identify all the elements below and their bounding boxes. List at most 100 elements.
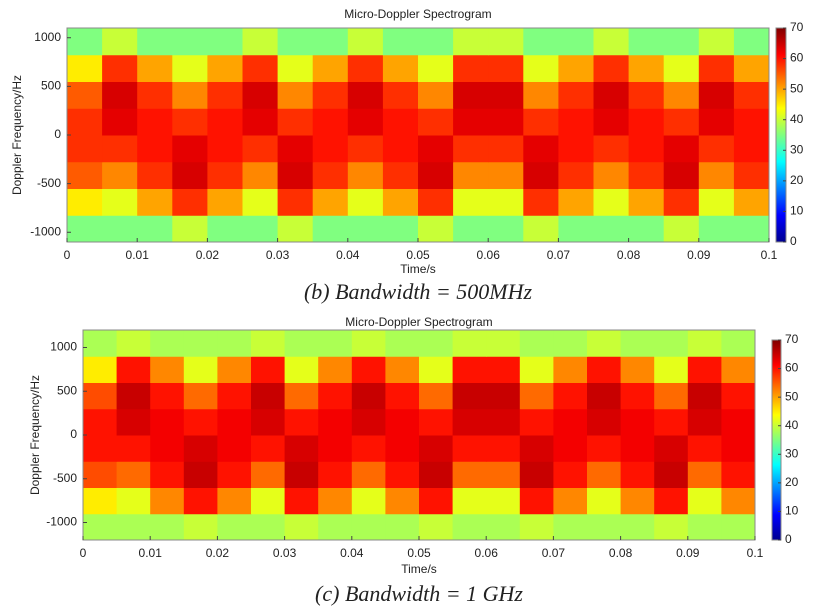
heat-cell (523, 108, 559, 136)
heat-cell (102, 188, 138, 216)
x-tick-label: 0.07 (542, 546, 566, 560)
heat-cell (698, 215, 735, 243)
heat-cell (183, 356, 218, 383)
heat-cell (654, 382, 689, 410)
colorbar-tick-label: 30 (790, 142, 804, 156)
heat-cell (83, 487, 118, 515)
heat-cell (553, 513, 588, 541)
heat-cell (587, 513, 622, 541)
heat-cell (523, 54, 559, 82)
heat-cell (83, 356, 118, 383)
heat-cell (418, 188, 454, 216)
heat-cell (347, 81, 384, 109)
heat-cell (628, 135, 665, 163)
heat-cell (251, 356, 286, 383)
heat-cell (318, 330, 353, 357)
heat-cell (385, 356, 420, 383)
colorbar-tick-label: 70 (785, 332, 799, 346)
heat-cell (486, 408, 521, 436)
heat-cell (242, 81, 279, 109)
heat-cell (418, 81, 454, 109)
y-axis-label: Doppler Frequency/Hz (28, 375, 42, 495)
heat-cell (687, 330, 722, 357)
y-axis-label: Doppler Frequency/Hz (10, 75, 24, 195)
heat-cell (251, 382, 286, 410)
heat-cell (733, 135, 770, 163)
x-tick-label: 0.05 (406, 248, 430, 262)
heat-cell (721, 435, 756, 462)
heat-cell (150, 487, 185, 515)
heat-cell (687, 382, 722, 410)
heat-cell (217, 487, 252, 515)
heat-cell (418, 108, 454, 136)
heat-cell (553, 461, 588, 488)
heat-cell (277, 161, 314, 189)
heat-cell (488, 81, 524, 109)
heat-cell (523, 188, 559, 216)
heat-cell (242, 188, 279, 216)
heat-cell (733, 161, 770, 189)
heat-cell (351, 408, 386, 436)
chart-title: Micro-Doppler Spectrogram (344, 7, 491, 21)
heat-cell (733, 28, 770, 56)
heat-cell (620, 513, 655, 541)
heat-cell (312, 188, 349, 216)
x-axis-label: Time/s (400, 262, 436, 276)
heat-cell (137, 188, 173, 216)
heat-cell (418, 135, 454, 163)
heat-cell (137, 215, 173, 243)
heat-cell (172, 108, 208, 136)
heat-cell (663, 161, 700, 189)
heat-cell (419, 513, 454, 541)
heat-cell (277, 188, 314, 216)
heat-cell (628, 54, 665, 82)
heat-cell (172, 81, 208, 109)
heat-cell (698, 28, 735, 56)
heat-cell (663, 135, 700, 163)
heat-cell (453, 108, 489, 136)
heat-cell (347, 135, 384, 163)
heat-cell (654, 356, 689, 383)
heat-cell (172, 161, 208, 189)
heat-cell (217, 513, 252, 541)
heat-cell (419, 435, 454, 462)
heat-cell (116, 382, 151, 410)
heat-cell (102, 161, 138, 189)
heat-cell (663, 108, 700, 136)
heat-cell (277, 215, 314, 243)
heat-cell (553, 487, 588, 515)
heat-cell (593, 54, 630, 82)
heat-cell (67, 28, 103, 56)
y-tick-label: -500 (53, 471, 77, 485)
heat-cell (488, 135, 524, 163)
heat-cell (486, 487, 521, 515)
heat-cell (418, 54, 454, 82)
heat-cell (116, 408, 151, 436)
x-tick-label: 0.01 (126, 248, 150, 262)
heat-cell (251, 408, 286, 436)
heat-cell (587, 330, 622, 357)
heat-cell (721, 356, 756, 383)
heat-cell (452, 461, 487, 488)
heat-cell (452, 408, 487, 436)
heat-cell (687, 461, 722, 488)
heat-cell (452, 356, 487, 383)
chart-title: Micro-Doppler Spectrogram (345, 315, 492, 329)
heat-cell (150, 330, 185, 357)
heat-cell (67, 188, 103, 216)
x-tick-label: 0 (80, 546, 87, 560)
heat-cell (698, 54, 735, 82)
heat-cell (284, 356, 319, 383)
heat-cell (217, 356, 252, 383)
heat-cell (183, 408, 218, 436)
heat-cell (419, 382, 454, 410)
heat-cell (83, 408, 118, 436)
heat-cell (452, 330, 487, 357)
x-tick-label: 0.02 (206, 546, 230, 560)
heat-cell (277, 135, 314, 163)
heat-cell (172, 135, 208, 163)
heat-cell (207, 161, 243, 189)
heat-cell (172, 188, 208, 216)
heat-cell (284, 408, 319, 436)
heat-cell (137, 108, 173, 136)
